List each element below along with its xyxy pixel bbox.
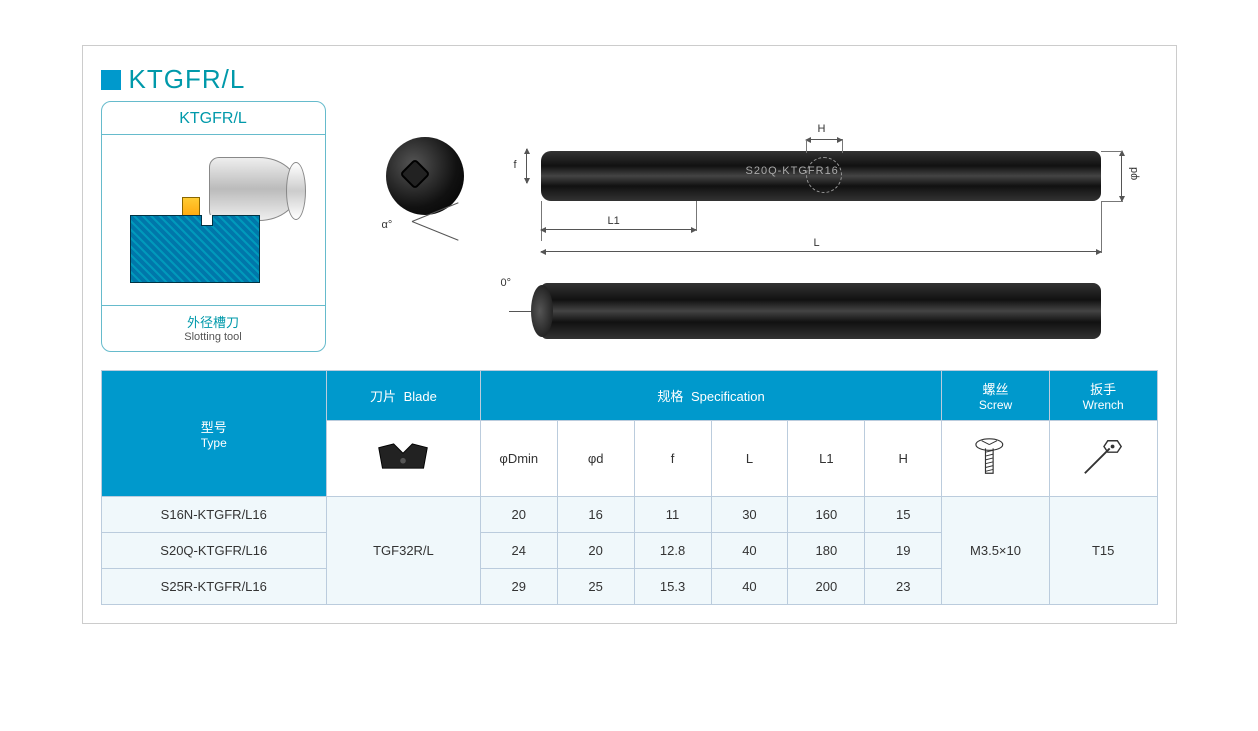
th-wrench-cn: 扳手 — [1090, 382, 1116, 397]
wrench-icon — [1079, 435, 1127, 482]
dim-l1-label: L1 — [608, 215, 620, 227]
card-illustration — [102, 135, 325, 305]
tool-front-face-icon — [531, 285, 553, 337]
dim-h-line-icon — [806, 139, 842, 140]
ext-line-icon — [1101, 201, 1102, 253]
cell-wrench: T15 — [1049, 497, 1157, 605]
th-d: φd — [557, 421, 634, 497]
th-l: L — [711, 421, 788, 497]
th-l1: L1 — [788, 421, 865, 497]
catalog-sheet: KTGFR/L KTGFR/L 外径槽刀 Slotting tool α° f — [82, 45, 1177, 624]
cell: 20 — [480, 497, 557, 533]
alpha-label: α° — [382, 219, 393, 231]
cell: 20 — [557, 533, 634, 569]
dim-f-line-icon — [526, 149, 527, 183]
card-footer-cn: 外径槽刀 — [187, 315, 239, 330]
side-view-diagram: 0° — [541, 283, 1148, 343]
top-view-diagram: α° f S20Q-KTGFR16 H φd — [386, 133, 1148, 223]
dim-l1-line-icon — [541, 229, 696, 230]
dim-l-label: L — [814, 237, 820, 249]
ext-line-icon — [1101, 201, 1123, 202]
blade-icon-cell — [327, 421, 481, 497]
th-wrench: 扳手 Wrench — [1049, 371, 1157, 421]
tool-bar-side-icon — [541, 283, 1101, 339]
ext-line-icon — [1101, 151, 1123, 152]
tool-info-card: KTGFR/L 外径槽刀 Slotting tool — [101, 101, 326, 352]
th-blade-cn: 刀片 — [370, 389, 396, 404]
cell: 16 — [557, 497, 634, 533]
cell-type: S16N-KTGFR/L16 — [101, 497, 327, 533]
th-type: 型号 Type — [101, 371, 327, 497]
cell: 30 — [711, 497, 788, 533]
th-spec-en: Specification — [691, 389, 765, 404]
cell: 160 — [788, 497, 865, 533]
th-blade-en: Blade — [404, 389, 437, 404]
screw-icon — [972, 435, 1020, 482]
cell: 11 — [634, 497, 711, 533]
cell: 15.3 — [634, 569, 711, 605]
cell: 200 — [788, 569, 865, 605]
title-row: KTGFR/L — [101, 64, 1158, 95]
ext-line-icon — [806, 139, 807, 153]
th-type-cn: 型号 — [201, 420, 227, 435]
workpiece-block-icon — [130, 215, 260, 283]
cell: 29 — [480, 569, 557, 605]
ext-line-icon — [541, 201, 542, 241]
th-screw: 螺丝 Screw — [942, 371, 1050, 421]
th-spec: 规格 Specification — [480, 371, 941, 421]
dim-l-line-icon — [541, 251, 1101, 252]
cell: 15 — [865, 497, 942, 533]
th-h: H — [865, 421, 942, 497]
spec-table: 型号 Type 刀片 Blade 规格 Specification 螺丝 Scr… — [101, 370, 1158, 605]
cell: 12.8 — [634, 533, 711, 569]
th-screw-en: Screw — [946, 398, 1045, 412]
title-square-icon — [101, 70, 121, 90]
cell: 40 — [711, 533, 788, 569]
th-dmin: φDmin — [480, 421, 557, 497]
cell-type: S20Q-KTGFR/L16 — [101, 533, 327, 569]
card-header: KTGFR/L — [102, 102, 325, 135]
cell: 180 — [788, 533, 865, 569]
th-spec-cn: 规格 — [657, 389, 683, 404]
cell: 19 — [865, 533, 942, 569]
tool-head-front-icon — [386, 137, 464, 215]
table-body: S16N-KTGFR/L16 TGF32R/L 20 16 11 30 160 … — [101, 497, 1157, 605]
upper-section: KTGFR/L 外径槽刀 Slotting tool α° f — [101, 101, 1158, 352]
technical-diagram: α° f S20Q-KTGFR16 H φd — [346, 101, 1158, 352]
hole-mark-icon — [806, 157, 842, 193]
th-type-en: Type — [106, 436, 323, 450]
th-screw-cn: 螺丝 — [983, 382, 1009, 397]
th-f: f — [634, 421, 711, 497]
dim-phid-label: φd — [1128, 167, 1140, 180]
wrench-icon-cell — [1049, 421, 1157, 497]
ext-line-icon — [842, 139, 843, 153]
cell: 24 — [480, 533, 557, 569]
dim-h-label: H — [818, 123, 826, 135]
cell-screw: M3.5×10 — [942, 497, 1050, 605]
table-row: S16N-KTGFR/L16 TGF32R/L 20 16 11 30 160 … — [101, 497, 1157, 533]
th-blade: 刀片 Blade — [327, 371, 481, 421]
card-footer-en: Slotting tool — [102, 331, 325, 343]
dim-phid-line-icon — [1121, 151, 1122, 201]
table-head: 型号 Type 刀片 Blade 规格 Specification 螺丝 Scr… — [101, 371, 1157, 497]
zero-angle-label: 0° — [501, 277, 512, 289]
angle-line-icon — [411, 221, 458, 241]
card-footer: 外径槽刀 Slotting tool — [102, 305, 325, 351]
cell: 40 — [711, 569, 788, 605]
cell-type: S25R-KTGFR/L16 — [101, 569, 327, 605]
cell: 25 — [557, 569, 634, 605]
blade-insert-icon — [375, 438, 431, 476]
cell-blade: TGF32R/L — [327, 497, 481, 605]
dim-f-label: f — [514, 159, 517, 171]
th-wrench-en: Wrench — [1054, 398, 1153, 412]
cell: 23 — [865, 569, 942, 605]
workpiece-cylinder-icon — [209, 157, 299, 221]
page-title: KTGFR/L — [129, 64, 246, 95]
screw-icon-cell — [942, 421, 1050, 497]
